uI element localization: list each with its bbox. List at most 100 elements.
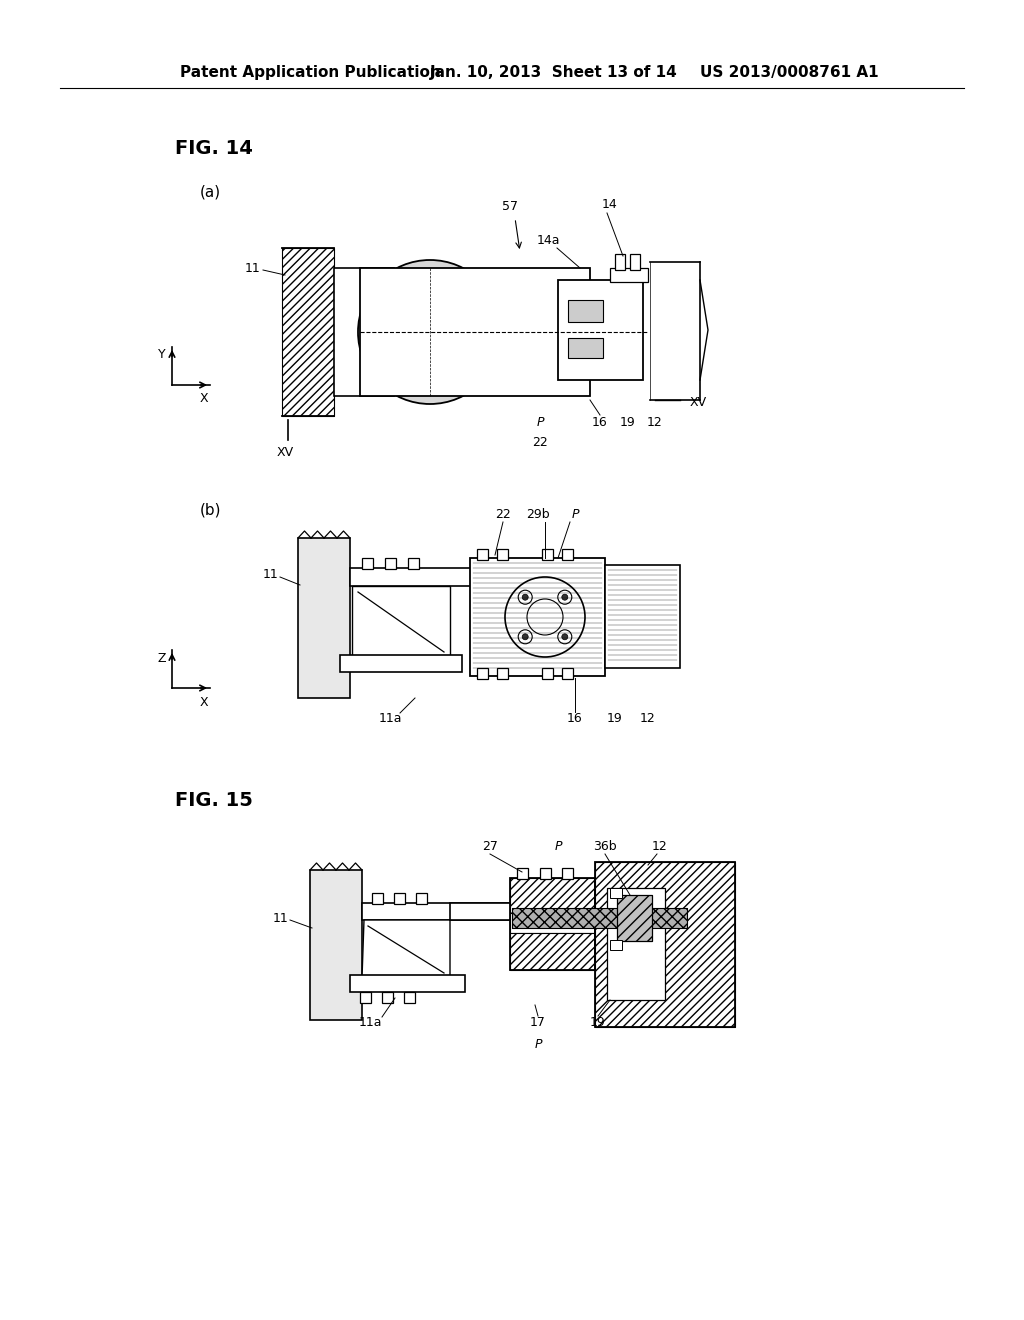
Bar xyxy=(568,338,603,358)
Text: 22: 22 xyxy=(532,436,548,449)
Bar xyxy=(512,908,687,928)
Bar xyxy=(607,888,665,1001)
Bar xyxy=(510,933,595,970)
Text: 11a: 11a xyxy=(358,1015,382,1028)
Bar xyxy=(362,558,373,569)
Text: 11a: 11a xyxy=(378,711,401,725)
Text: 14a: 14a xyxy=(537,234,560,247)
Text: (b): (b) xyxy=(200,503,221,517)
Circle shape xyxy=(386,367,394,376)
Bar xyxy=(512,908,687,928)
Text: 19: 19 xyxy=(621,416,636,429)
Bar xyxy=(617,895,652,941)
Bar xyxy=(510,913,595,933)
Text: 16: 16 xyxy=(592,416,608,429)
Text: 11: 11 xyxy=(272,912,288,924)
Circle shape xyxy=(466,288,473,297)
Text: Z: Z xyxy=(158,652,166,664)
Bar xyxy=(540,869,551,879)
Bar xyxy=(404,993,415,1003)
Bar xyxy=(568,300,603,322)
Bar xyxy=(340,655,462,672)
Text: XV: XV xyxy=(276,446,294,458)
Ellipse shape xyxy=(401,304,459,360)
Text: 11: 11 xyxy=(262,569,278,582)
Ellipse shape xyxy=(420,322,440,342)
Text: X: X xyxy=(200,392,208,405)
Text: 12: 12 xyxy=(647,416,663,429)
Text: P: P xyxy=(554,841,562,854)
Text: Y: Y xyxy=(158,348,166,362)
Circle shape xyxy=(562,634,567,640)
Bar xyxy=(385,558,396,569)
Bar xyxy=(610,888,622,898)
Bar xyxy=(350,975,465,993)
Text: P: P xyxy=(537,416,544,429)
Circle shape xyxy=(386,288,394,297)
Bar xyxy=(298,539,350,698)
Bar xyxy=(334,268,394,396)
Text: FIG. 14: FIG. 14 xyxy=(175,139,253,157)
Bar xyxy=(615,253,625,271)
Bar xyxy=(610,268,648,282)
Bar xyxy=(477,668,488,678)
Bar xyxy=(605,565,680,668)
Text: X: X xyxy=(200,696,208,709)
Bar xyxy=(517,869,528,879)
Bar xyxy=(360,268,590,396)
Bar xyxy=(595,862,735,1027)
Bar xyxy=(382,993,393,1003)
Text: 11: 11 xyxy=(245,261,260,275)
Text: FIG. 15: FIG. 15 xyxy=(175,791,253,809)
Bar xyxy=(497,549,508,560)
Circle shape xyxy=(562,594,567,601)
Text: 19: 19 xyxy=(607,711,623,725)
Circle shape xyxy=(466,367,473,376)
Text: 36b: 36b xyxy=(593,841,616,854)
Text: 14: 14 xyxy=(602,198,617,211)
Bar xyxy=(408,558,419,569)
Text: XV: XV xyxy=(690,396,708,408)
Bar xyxy=(470,558,605,676)
Text: 27: 27 xyxy=(482,841,498,854)
Bar xyxy=(372,894,383,904)
Bar xyxy=(595,862,735,1027)
Text: 12: 12 xyxy=(640,711,656,725)
Bar xyxy=(360,993,371,1003)
Bar xyxy=(450,903,540,920)
Polygon shape xyxy=(362,920,450,978)
Text: P: P xyxy=(571,508,579,521)
Polygon shape xyxy=(352,586,450,657)
Bar xyxy=(542,549,553,560)
Bar xyxy=(562,668,573,678)
Bar xyxy=(497,668,508,678)
Text: 12: 12 xyxy=(652,841,668,854)
Circle shape xyxy=(522,634,528,640)
Text: P: P xyxy=(535,1038,542,1051)
Circle shape xyxy=(522,594,528,601)
Text: 29b: 29b xyxy=(526,508,550,521)
Bar xyxy=(510,878,595,913)
Text: (a): (a) xyxy=(200,185,221,199)
Bar xyxy=(617,895,652,941)
Ellipse shape xyxy=(358,260,502,404)
Bar xyxy=(630,253,640,271)
Text: Patent Application Publication: Patent Application Publication xyxy=(180,65,440,79)
Text: 16: 16 xyxy=(567,711,583,725)
Text: 19: 19 xyxy=(590,1015,606,1028)
Bar xyxy=(510,878,595,970)
Text: 17: 17 xyxy=(530,1015,546,1028)
Bar xyxy=(562,549,573,560)
Text: US 2013/0008761 A1: US 2013/0008761 A1 xyxy=(700,65,879,79)
Text: Jan. 10, 2013  Sheet 13 of 14: Jan. 10, 2013 Sheet 13 of 14 xyxy=(430,65,678,79)
Text: 57: 57 xyxy=(502,201,518,214)
Bar xyxy=(512,908,617,928)
Text: 22: 22 xyxy=(496,508,511,521)
Bar xyxy=(416,894,427,904)
Bar xyxy=(394,894,406,904)
Bar xyxy=(350,568,505,586)
Bar xyxy=(558,280,643,380)
Bar xyxy=(362,903,512,920)
Bar xyxy=(562,869,573,879)
Bar xyxy=(542,668,553,678)
